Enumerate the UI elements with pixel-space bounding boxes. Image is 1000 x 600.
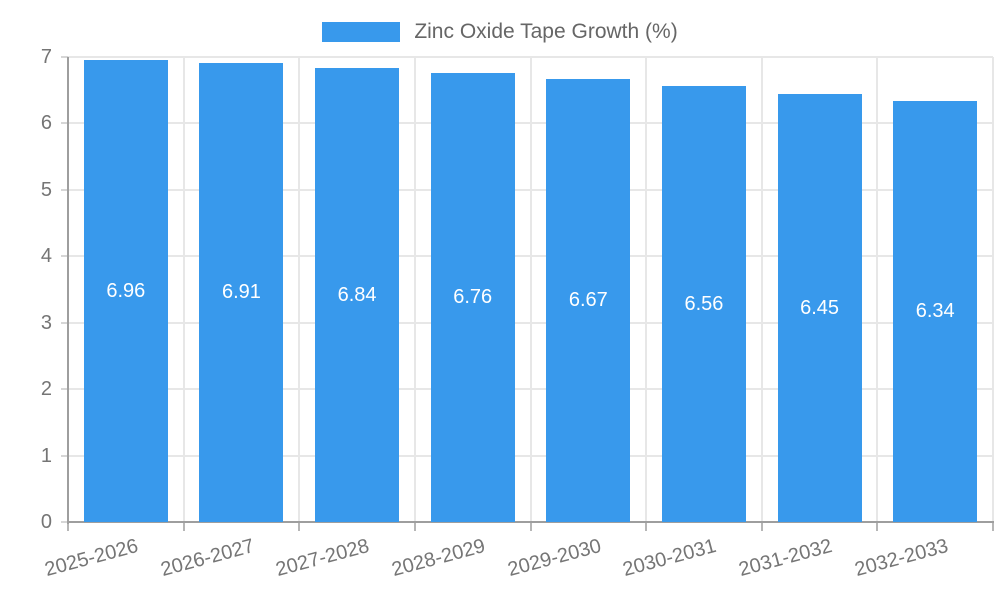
y-axis-tick xyxy=(61,122,68,125)
bar-value-label: 6.56 xyxy=(684,293,724,316)
bar-value-label: 6.76 xyxy=(453,286,493,309)
x-axis-tick xyxy=(992,522,994,531)
bar-value-label: 6.34 xyxy=(915,300,955,323)
gridline-vertical xyxy=(298,57,301,522)
bar-value-label: 6.96 xyxy=(106,279,146,302)
x-axis-tick-label: 2026-2027 xyxy=(158,534,257,581)
bar-2026-2027[interactable] xyxy=(199,62,284,522)
y-axis-tick xyxy=(61,321,68,324)
x-axis-line xyxy=(67,521,994,523)
gridline-vertical xyxy=(413,57,416,522)
y-axis-tick-label: 5 xyxy=(40,178,52,201)
bar-2025-2026[interactable] xyxy=(83,59,168,522)
y-axis-tick xyxy=(61,388,68,391)
y-axis-tick xyxy=(61,521,68,523)
x-axis-tick xyxy=(298,522,301,531)
y-axis-tick-label: 6 xyxy=(40,112,52,135)
bar-value-label: 6.67 xyxy=(568,289,608,312)
x-axis-tick xyxy=(876,522,879,531)
legend-label: Zinc Oxide Tape Growth (%) xyxy=(414,20,678,43)
gridline-vertical xyxy=(760,57,763,522)
y-axis-line xyxy=(67,57,69,524)
bar-value-label: 6.91 xyxy=(221,281,261,304)
gridline-vertical xyxy=(876,57,879,522)
x-axis-tick xyxy=(529,522,532,531)
gridline-vertical xyxy=(645,57,648,522)
bar-2029-2030[interactable] xyxy=(546,78,631,522)
bar-2028-2029[interactable] xyxy=(430,72,515,522)
y-axis-tick-label: 4 xyxy=(40,245,52,268)
y-axis-tick-label: 7 xyxy=(40,46,52,68)
y-axis-tick-label: 1 xyxy=(40,444,52,467)
y-axis-tick xyxy=(61,56,68,58)
x-axis-tick-label: 2025-2026 xyxy=(42,534,141,581)
gridline-vertical xyxy=(529,57,532,522)
y-axis-tick xyxy=(61,188,68,191)
y-axis-tick-label: 2 xyxy=(40,378,52,401)
y-axis-tick-label: 3 xyxy=(40,311,52,334)
x-axis-tick xyxy=(413,522,416,531)
bar-2032-2033[interactable] xyxy=(893,100,978,522)
x-axis-tick-label: 2032-2033 xyxy=(852,534,951,581)
x-axis-tick xyxy=(645,522,648,531)
x-axis-tick xyxy=(760,522,763,531)
y-axis-tick-label: 0 xyxy=(40,511,52,533)
legend-swatch xyxy=(322,22,401,42)
x-axis-tick-label: 2027-2028 xyxy=(273,534,373,581)
x-axis-tick-label: 2029-2030 xyxy=(505,534,604,581)
y-axis-tick xyxy=(61,255,68,258)
x-axis-tick xyxy=(182,522,185,531)
bar-2031-2032[interactable] xyxy=(777,93,862,522)
bar-2027-2028[interactable] xyxy=(315,67,400,522)
bar-value-label: 6.84 xyxy=(337,283,377,306)
y-axis-tick xyxy=(61,454,68,457)
gridline-vertical xyxy=(992,57,994,522)
x-axis-tick xyxy=(67,522,69,531)
chart-legend[interactable]: Zinc Oxide Tape Growth (%) xyxy=(0,20,1000,44)
gridline-vertical xyxy=(182,57,185,522)
x-axis-tick-label: 2031-2032 xyxy=(736,534,835,581)
x-axis-tick-label: 2028-2029 xyxy=(389,534,488,581)
bar-2030-2031[interactable] xyxy=(661,86,746,522)
bar-value-label: 6.45 xyxy=(800,296,840,319)
x-axis-tick-label: 2030-2031 xyxy=(620,534,719,581)
